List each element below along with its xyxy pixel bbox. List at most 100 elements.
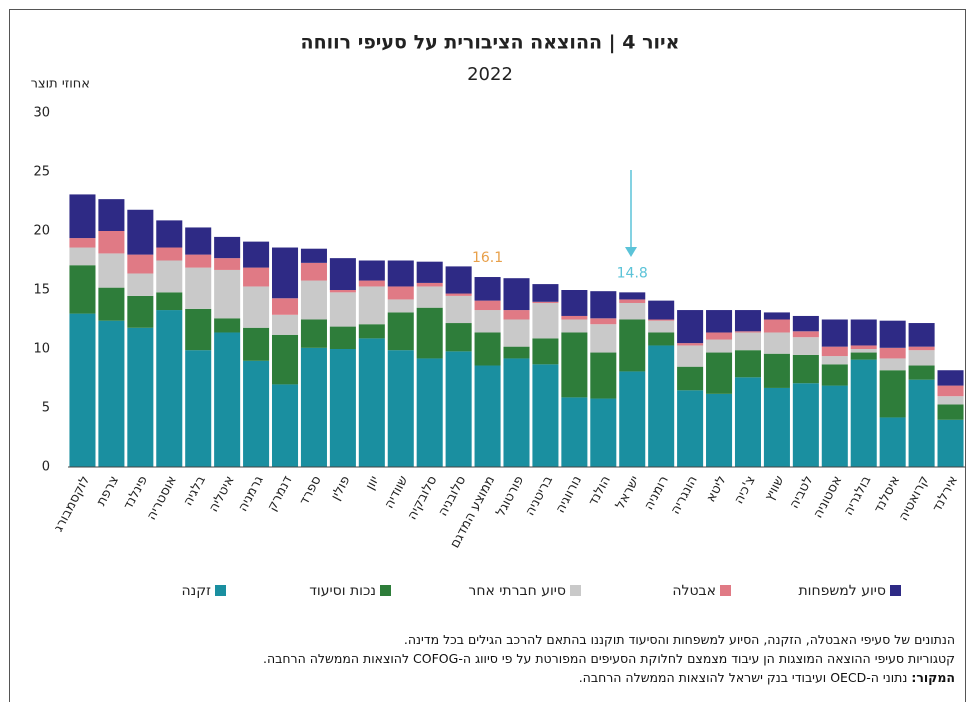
bar-segment xyxy=(243,267,270,287)
bar-segment xyxy=(937,419,964,467)
bar-segment xyxy=(69,247,96,266)
bar-segment xyxy=(763,319,790,333)
bar-segment xyxy=(271,314,299,335)
legend-label: אבטלה xyxy=(672,583,716,599)
bar-segment xyxy=(156,292,183,311)
bar-segment xyxy=(908,350,935,366)
bar-segment xyxy=(648,319,675,321)
bar-segment xyxy=(648,332,675,346)
bar-segment xyxy=(358,260,385,281)
bar-segment xyxy=(69,238,96,248)
x-tick-label: ישראל xyxy=(613,473,643,511)
bar-segment xyxy=(532,284,559,302)
y-tick-label: 25 xyxy=(33,165,50,180)
note: קטגוריות סעיפי ההוצאה המוצגות הן עיבוד מ… xyxy=(263,651,955,666)
bar-segment xyxy=(561,315,588,320)
bar-segment xyxy=(271,298,299,315)
x-tick-label: איסלנד xyxy=(871,473,903,515)
bar-segment xyxy=(763,387,790,467)
x-tick-label: בולגריה xyxy=(841,473,874,518)
bar-segment xyxy=(503,319,530,347)
bar-segment xyxy=(677,343,704,346)
bar-segment xyxy=(329,292,356,327)
bar-segment xyxy=(792,337,819,355)
frame xyxy=(9,9,966,702)
bar-segment xyxy=(474,310,501,333)
legend-swatch xyxy=(890,585,901,596)
bar-segment xyxy=(648,320,675,333)
bar-segment xyxy=(677,310,704,344)
x-tick-label: לוקסמבורג xyxy=(51,473,93,534)
bar-segment xyxy=(821,319,848,347)
bar-segment xyxy=(416,286,443,308)
bar-segment xyxy=(300,347,327,467)
bar-segment xyxy=(792,354,819,384)
bar-segment xyxy=(503,278,530,311)
bar-segment xyxy=(734,350,762,378)
bar-segment xyxy=(706,332,733,340)
bar-segment xyxy=(445,323,472,352)
bar-segment xyxy=(416,358,443,467)
bar-segment xyxy=(879,417,906,467)
bar-segment xyxy=(69,313,96,467)
bar-segment xyxy=(937,396,964,405)
bar-segment xyxy=(416,307,443,359)
x-tick-label: שוויץ xyxy=(762,473,788,503)
bar-segment xyxy=(677,366,704,391)
y-tick-label: 15 xyxy=(33,283,50,298)
bar-segment xyxy=(619,299,646,303)
legend-label: נכות וסיעוד xyxy=(309,583,376,599)
bar-segment xyxy=(590,324,617,353)
bar-segment xyxy=(387,350,414,467)
bar-segment xyxy=(706,393,733,467)
x-tick-label: ספרד xyxy=(297,473,325,507)
bar-segment xyxy=(706,310,733,333)
bar-segment xyxy=(734,310,762,332)
x-tick-label: פינלנד xyxy=(121,473,151,512)
arrow-head xyxy=(625,247,637,257)
bar-segment xyxy=(329,258,356,290)
bar-segment xyxy=(329,290,356,293)
bar-segment xyxy=(908,346,935,351)
x-tick-label: צ'כיה xyxy=(731,473,758,506)
source-text: נתוני ה-OECD ועיבודי בנק ישראל להוצאות ה… xyxy=(578,670,908,685)
bar-segment xyxy=(387,286,414,300)
bar-segment xyxy=(329,326,356,349)
bar-segment xyxy=(127,295,154,328)
bar-segment xyxy=(98,231,125,254)
legend-swatch xyxy=(720,585,731,596)
source: המקור: נתוני ה-OECD ועיבודי בנק ישראל לה… xyxy=(55,668,955,687)
y-tick-label: 5 xyxy=(42,401,50,416)
bar-segment xyxy=(214,269,241,319)
bar-segment xyxy=(185,227,212,255)
bar-segment xyxy=(677,390,704,467)
notes: הנתונים של סעיפי האבטלה, הזקנה, הסיוע למ… xyxy=(55,630,955,687)
x-tick-label: צרפת xyxy=(94,473,122,508)
bar-segment xyxy=(908,323,935,347)
y-tick-label: 20 xyxy=(33,224,50,239)
bar-segment xyxy=(445,293,472,296)
bar-segment xyxy=(850,349,877,353)
bar-segment xyxy=(879,347,906,359)
bar-segment xyxy=(706,339,733,353)
bar-segment xyxy=(98,287,125,321)
bar-segment xyxy=(532,301,559,303)
bar-segment xyxy=(127,273,154,296)
bar-segment xyxy=(358,338,385,467)
bar-segment xyxy=(734,377,762,467)
bar-segment xyxy=(329,349,356,467)
bar-segment xyxy=(561,319,588,333)
x-tick-label: שוודיה xyxy=(382,473,412,511)
y-axis-label: אחוזי תוצר xyxy=(31,77,90,92)
bar-segment xyxy=(474,300,501,311)
x-tick-label: ליטא xyxy=(704,473,730,504)
bar-segment xyxy=(503,346,530,359)
bar-segment xyxy=(503,358,530,467)
x-tick-label: גרמניה xyxy=(236,473,267,514)
bar-segment xyxy=(416,282,443,287)
bar-segment xyxy=(300,280,327,320)
bar-segment xyxy=(243,241,270,268)
bar-segment xyxy=(821,346,848,357)
note: הנתונים של סעיפי האבטלה, הזקנה, הסיוע למ… xyxy=(403,632,955,647)
